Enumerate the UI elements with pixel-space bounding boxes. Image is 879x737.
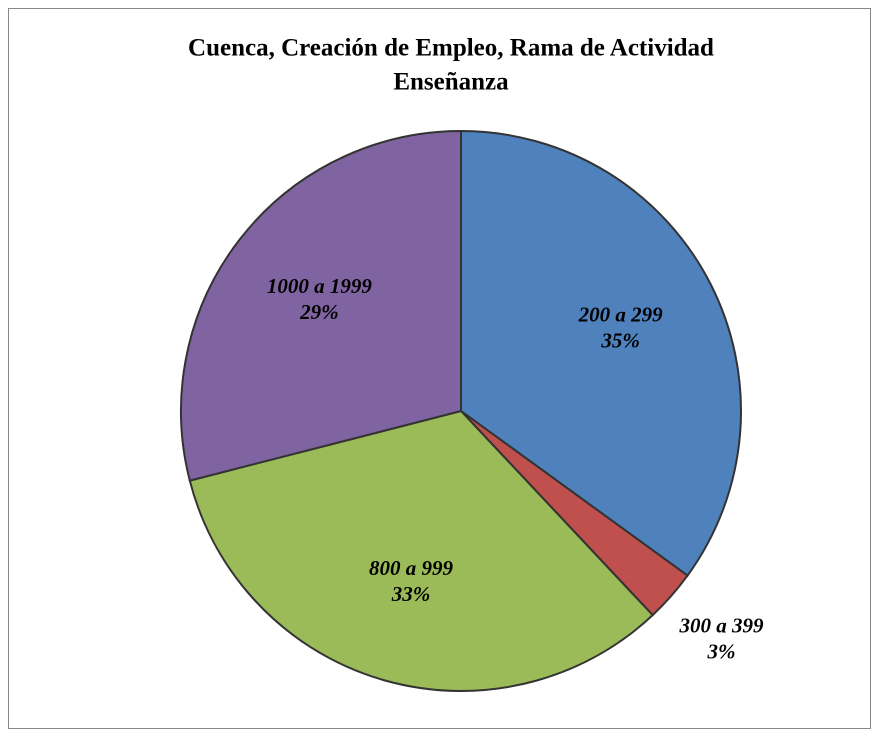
slice-category-label: 1000 a 1999 [267, 274, 373, 298]
pie-slice [460, 129, 742, 577]
chart-title: Cuenca, Creación de Empleo, Rama de Acti… [188, 35, 714, 62]
pie-slice [180, 129, 462, 482]
slice-value-label: 29% [299, 300, 339, 324]
chart-title: Enseñanza [393, 69, 509, 96]
pie-slice [188, 409, 655, 692]
slice-category-label: 200 a 299 [578, 302, 664, 326]
slice-value-label: 3% [706, 639, 735, 663]
slice-value-label: 35% [600, 328, 640, 352]
slice-category-label: 300 a 399 [678, 613, 764, 637]
slice-value-label: 33% [391, 582, 431, 606]
slice-category-label: 800 a 999 [369, 556, 454, 580]
